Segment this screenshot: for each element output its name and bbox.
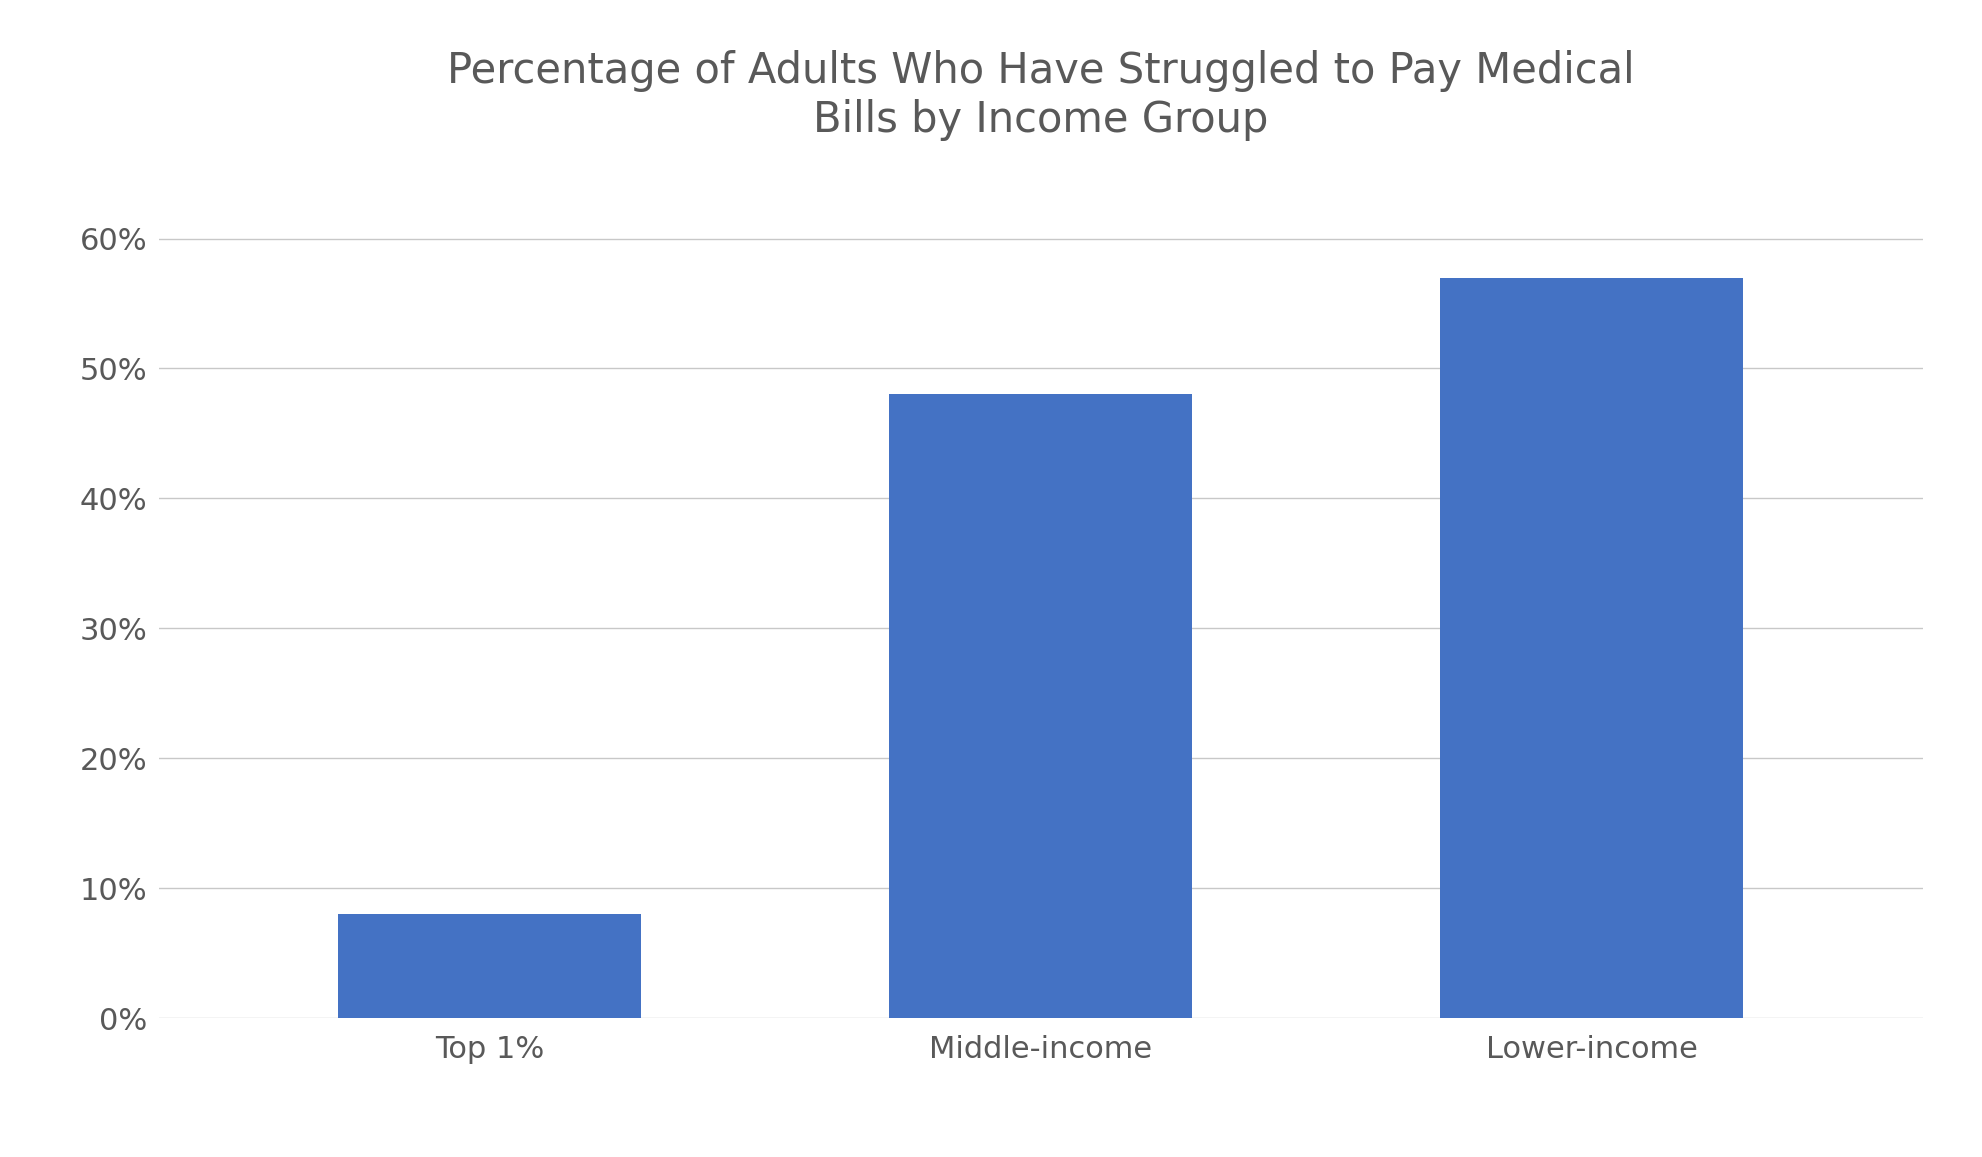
Bar	[890, 395, 1191, 1018]
Bar	[1441, 278, 1744, 1018]
Title: Percentage of Adults Who Have Struggled to Pay Medical
Bills by Income Group: Percentage of Adults Who Have Struggled …	[446, 50, 1635, 141]
Bar	[337, 914, 640, 1018]
